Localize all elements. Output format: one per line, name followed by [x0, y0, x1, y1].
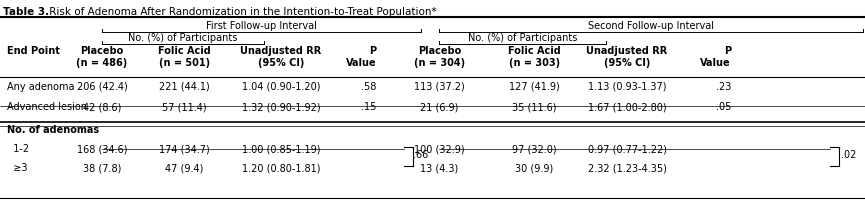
Text: End Point: End Point: [7, 46, 60, 56]
Text: 13 (4.3): 13 (4.3): [420, 163, 458, 173]
Text: Unadjusted RR
(95% CI): Unadjusted RR (95% CI): [240, 46, 322, 68]
Text: 97 (32.0): 97 (32.0): [512, 144, 557, 154]
Text: 1.00 (0.85-1.19): 1.00 (0.85-1.19): [242, 144, 320, 154]
Text: .58: .58: [361, 82, 376, 92]
Text: Placebo
(n = 486): Placebo (n = 486): [76, 46, 128, 68]
Text: .05: .05: [715, 102, 731, 112]
Text: Any adenoma: Any adenoma: [7, 82, 74, 92]
Text: 1.04 (0.90-1.20): 1.04 (0.90-1.20): [242, 82, 320, 92]
Text: 168 (34.6): 168 (34.6): [77, 144, 127, 154]
Text: 1.67 (1.00-2.80): 1.67 (1.00-2.80): [588, 102, 666, 112]
Text: Folic Acid
(n = 501): Folic Acid (n = 501): [158, 46, 210, 68]
Text: 21 (6.9): 21 (6.9): [420, 102, 458, 112]
Text: 1.13 (0.93-1.37): 1.13 (0.93-1.37): [588, 82, 666, 92]
Text: Risk of Adenoma After Randomization in the Intention-to-Treat Population*: Risk of Adenoma After Randomization in t…: [46, 7, 437, 17]
Text: 100 (32.9): 100 (32.9): [414, 144, 465, 154]
Text: 174 (34.7): 174 (34.7): [159, 144, 209, 154]
Text: 1.20 (0.80-1.81): 1.20 (0.80-1.81): [242, 163, 320, 173]
Text: Advanced lesion: Advanced lesion: [7, 102, 86, 112]
Text: .15: .15: [361, 102, 376, 112]
Text: No. (%) of Participants: No. (%) of Participants: [128, 33, 238, 43]
Text: No. (%) of Participants: No. (%) of Participants: [468, 33, 577, 43]
Text: 0.97 (0.77-1.22): 0.97 (0.77-1.22): [587, 144, 667, 154]
Text: 1.32 (0.90-1.92): 1.32 (0.90-1.92): [242, 102, 320, 112]
Text: 221 (44.1): 221 (44.1): [159, 82, 209, 92]
Text: 42 (8.6): 42 (8.6): [83, 102, 121, 112]
Text: 1-2: 1-2: [7, 144, 29, 154]
Text: 35 (11.6): 35 (11.6): [512, 102, 557, 112]
Text: 127 (41.9): 127 (41.9): [509, 82, 560, 92]
Text: First Follow-up Interval: First Follow-up Interval: [206, 21, 317, 31]
Text: Folic Acid
(n = 303): Folic Acid (n = 303): [509, 46, 561, 68]
Text: .66: .66: [413, 150, 429, 160]
Text: Unadjusted RR
(95% CI): Unadjusted RR (95% CI): [586, 46, 668, 68]
Text: 57 (11.4): 57 (11.4): [162, 102, 207, 112]
Text: Table 3.: Table 3.: [3, 7, 49, 17]
Text: P
Value: P Value: [346, 46, 376, 68]
Text: Second Follow-up Interval: Second Follow-up Interval: [588, 21, 714, 31]
Text: 47 (9.4): 47 (9.4): [165, 163, 203, 173]
Text: ≥3: ≥3: [7, 163, 28, 173]
Text: P
Value: P Value: [701, 46, 731, 68]
Text: Placebo
(n = 304): Placebo (n = 304): [413, 46, 465, 68]
Text: No. of adenomas: No. of adenomas: [7, 125, 99, 135]
Text: .23: .23: [715, 82, 731, 92]
Text: 38 (7.8): 38 (7.8): [83, 163, 121, 173]
Text: 30 (9.9): 30 (9.9): [516, 163, 554, 173]
Text: 206 (42.4): 206 (42.4): [77, 82, 127, 92]
Text: 113 (37.2): 113 (37.2): [414, 82, 465, 92]
Text: 2.32 (1.23-4.35): 2.32 (1.23-4.35): [587, 163, 667, 173]
Text: .02: .02: [841, 150, 856, 160]
